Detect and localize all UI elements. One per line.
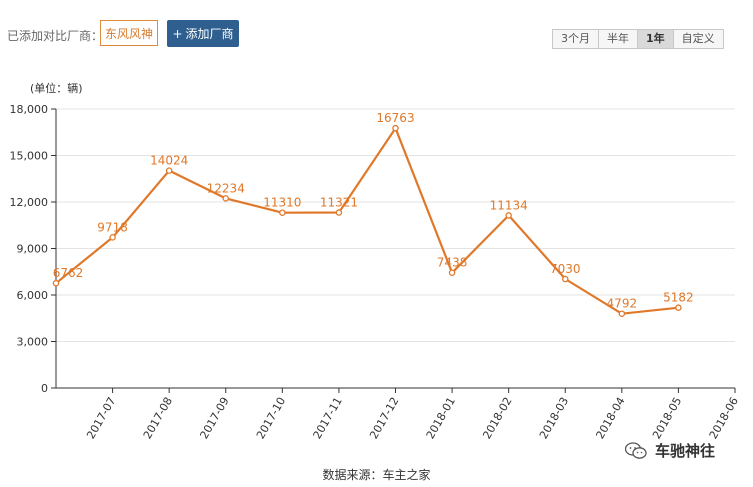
axes: [51, 108, 736, 393]
plus-icon: +: [172, 26, 183, 41]
data-labels: 6762 9718 14024 12234 11310 11321 16763 7438 111…: [53, 111, 694, 311]
data-point: [109, 234, 116, 241]
series-line-path: [55, 127, 679, 315]
x-tick-label: 2018-03: [537, 395, 571, 441]
series-line: [52, 124, 682, 317]
add-manufacturer-button[interactable]: + 添加厂商: [167, 20, 239, 47]
x-tick-label: 2018-04: [594, 395, 628, 441]
data-label: 4792: [607, 297, 638, 311]
data-label: 11134: [490, 198, 528, 212]
range-3-months[interactable]: 3个月: [553, 30, 599, 48]
y-tick-label: 0: [41, 382, 48, 395]
data-point: [505, 212, 512, 219]
y-tick-label: 18,000: [10, 103, 49, 116]
x-tick-label: 2017-08: [141, 395, 175, 441]
data-label: 9718: [97, 220, 128, 234]
data-point: [279, 209, 286, 216]
data-point: [675, 304, 682, 311]
data-point: [448, 269, 456, 276]
data-point: [562, 275, 569, 283]
range-1-year[interactable]: 1年: [638, 30, 674, 48]
data-label: 7030: [550, 262, 581, 276]
add-manufacturer-label: 添加厂商: [185, 27, 234, 41]
x-tick-label: 2018-06: [707, 395, 741, 441]
toolbar: 已添加对比厂商： 东风风神 + 添加厂商 3个月 半年 1年 自定义: [0, 0, 753, 60]
data-point: [52, 279, 60, 287]
x-tick-label: 2017-09: [197, 395, 231, 441]
y-unit-label: (单位：辆): [30, 81, 83, 95]
wechat-icon: [625, 441, 647, 459]
x-tick-label: 2018-02: [480, 395, 514, 441]
data-source-note: 数据来源：车主之家: [322, 468, 431, 482]
x-tick-label: 2018-05: [650, 395, 684, 441]
data-label: 11310: [263, 196, 301, 210]
account-watermark: 车驰神往: [625, 440, 715, 461]
y-tick-label: 3,000: [17, 336, 49, 349]
compare-label: 已添加对比厂商：: [7, 29, 104, 43]
time-range-selector: 3个月 半年 1年 自定义: [552, 29, 724, 49]
data-label: 12234: [207, 181, 245, 195]
data-point: [222, 195, 229, 202]
data-label: 7438: [437, 256, 468, 270]
grid-lines: [56, 108, 735, 342]
data-point: [165, 167, 173, 174]
data-label: 6762: [53, 266, 84, 280]
y-tick-labels: 0 3,000 6,000 9,000 12,000 15,000 18,000: [10, 103, 49, 395]
x-tick-label: 2017-10: [254, 395, 288, 441]
data-label: 16763: [376, 111, 414, 125]
brand-tag-dongfeng[interactable]: 东风风神: [100, 20, 158, 46]
y-tick-label: 15,000: [10, 150, 49, 163]
x-tick-label: 2017-12: [367, 395, 401, 441]
y-tick-label: 9,000: [17, 243, 49, 256]
x-tick-label: 2017-11: [311, 395, 345, 441]
data-label: 5182: [663, 291, 694, 305]
x-tick-label: 2017-07: [84, 395, 118, 441]
data-point: [392, 124, 399, 132]
range-half-year[interactable]: 半年: [599, 30, 638, 48]
y-tick-label: 12,000: [10, 196, 49, 209]
range-custom[interactable]: 自定义: [673, 30, 723, 48]
data-point: [335, 209, 343, 216]
x-tick-label: 2018-01: [424, 395, 458, 441]
y-tick-label: 6,000: [17, 289, 49, 302]
account-name: 车驰神往: [655, 442, 716, 460]
data-point: [618, 310, 626, 317]
data-label: 14024: [150, 154, 188, 168]
x-tick-labels: 2017-07 2017-08 2017-09 2017-10 2017-11 2017-…: [84, 395, 741, 441]
data-label: 11321: [320, 196, 358, 210]
